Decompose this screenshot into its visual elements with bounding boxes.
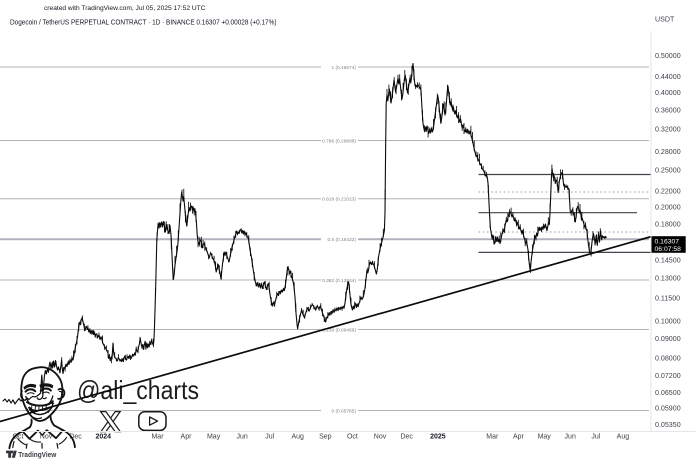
svg-text:2025: 2025 [430, 434, 446, 441]
svg-text:0.06500: 0.06500 [655, 389, 681, 397]
svg-text:2024: 2024 [96, 434, 112, 441]
svg-text:Apr: Apr [513, 434, 525, 441]
svg-text:Dogecoin / TetherUS PERPETUAL: Dogecoin / TetherUS PERPETUAL CONTRACT ·… [10, 18, 277, 27]
svg-text:Apr: Apr [181, 434, 193, 441]
svg-text:0.09000: 0.09000 [655, 335, 681, 343]
svg-text:0.40000: 0.40000 [655, 89, 681, 97]
svg-text:0.18000: 0.18000 [655, 221, 681, 229]
svg-text:Jun: Jun [236, 434, 247, 441]
svg-text:0.13000: 0.13000 [655, 274, 681, 282]
svg-text:0.618 (0.21023): 0.618 (0.21023) [322, 197, 356, 203]
svg-text:0.44000: 0.44000 [655, 73, 681, 81]
svg-text:TradingView: TradingView [18, 450, 56, 459]
svg-text:USDT: USDT [655, 15, 675, 23]
svg-text:Mar: Mar [486, 434, 499, 441]
svg-text:Sep: Sep [319, 434, 332, 441]
svg-text:0.20000: 0.20000 [655, 203, 681, 211]
svg-text:1 (0.46674): 1 (0.46674) [331, 65, 356, 71]
svg-text:06:07:58: 06:07:58 [655, 246, 682, 253]
svg-text:0.32000: 0.32000 [655, 126, 681, 134]
svg-text:created with TradingView.com,: created with TradingView.com, Jul 05, 20… [44, 5, 206, 12]
svg-text:0.28000: 0.28000 [655, 148, 681, 156]
svg-text:0.22000: 0.22000 [655, 188, 681, 196]
svg-text:0.16307: 0.16307 [655, 239, 680, 246]
svg-text:Jun: Jun [565, 434, 576, 441]
svg-text:May: May [207, 434, 221, 441]
svg-text:0.382 (0.12844): 0.382 (0.12844) [322, 278, 356, 284]
svg-text:Jul: Jul [265, 434, 274, 441]
svg-text:Aug: Aug [617, 434, 630, 441]
svg-text:0.786 (0.29898): 0.786 (0.29898) [322, 138, 356, 144]
svg-text:Nov: Nov [374, 434, 387, 441]
svg-text:0.05350: 0.05350 [655, 421, 681, 429]
svg-text:0.11500: 0.11500 [655, 295, 680, 303]
svg-text:Aug: Aug [291, 434, 304, 441]
svg-text:0.25000: 0.25000 [655, 166, 681, 174]
svg-text:0.14500: 0.14500 [655, 256, 681, 264]
svg-text:@ali_charts: @ali_charts [77, 375, 199, 405]
svg-text:Jul: Jul [591, 434, 600, 441]
svg-text:0.08000: 0.08000 [655, 355, 681, 363]
svg-text:0.10000: 0.10000 [655, 318, 681, 326]
svg-text:0.5 (0.16432): 0.5 (0.16432) [327, 237, 356, 243]
svg-text:0.36000: 0.36000 [655, 106, 681, 114]
svg-text:Mar: Mar [151, 434, 164, 441]
svg-text:Dec: Dec [400, 434, 413, 441]
svg-text:0.05900: 0.05900 [655, 405, 681, 413]
svg-text:0.07200: 0.07200 [655, 372, 681, 380]
svg-text:0 (0.05785): 0 (0.05785) [331, 408, 356, 414]
svg-text:May: May [538, 434, 552, 441]
svg-text:Oct: Oct [347, 434, 358, 441]
svg-text:0.50000: 0.50000 [655, 52, 681, 60]
